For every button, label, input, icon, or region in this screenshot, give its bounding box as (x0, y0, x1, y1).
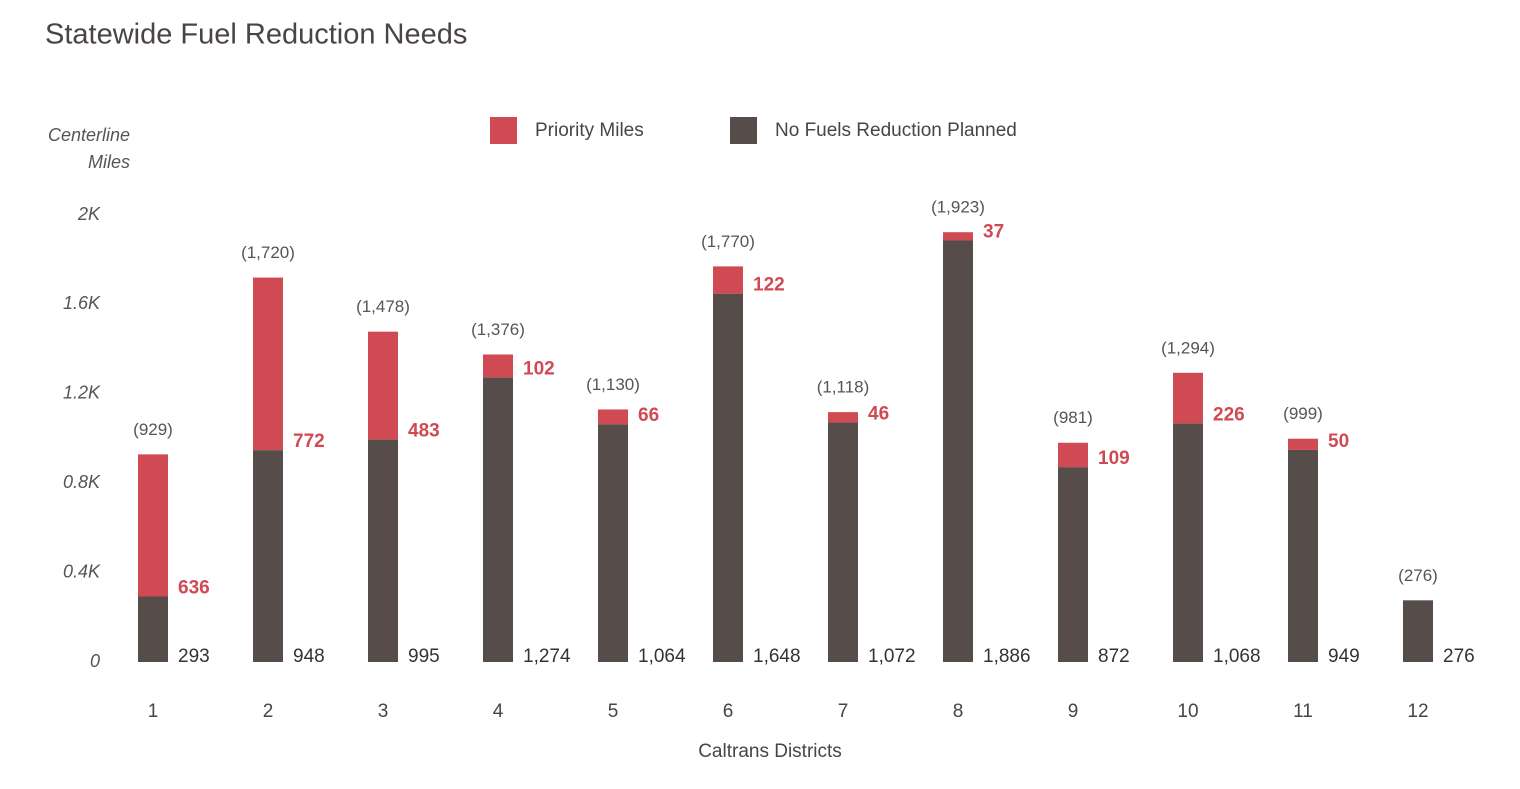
total-label: (1,130) (586, 375, 640, 394)
total-label: (1,770) (701, 232, 755, 251)
value-label: 872 (1098, 646, 1130, 667)
y-tick-label: 0.8K (63, 472, 101, 492)
bar-segment (138, 596, 168, 662)
value-label: 276 (1443, 646, 1475, 667)
bar-segment (138, 454, 168, 597)
bar-segment (713, 293, 743, 662)
chart-title: Statewide Fuel Reduction Needs (45, 19, 467, 51)
total-label: (1,376) (471, 320, 525, 339)
x-tick-label: 1 (148, 701, 159, 722)
bar-segment (1288, 438, 1318, 450)
value-label: 995 (408, 646, 440, 667)
value-label: 1,068 (1213, 646, 1261, 667)
x-tick-label: 9 (1068, 701, 1079, 722)
total-label: (1,923) (931, 198, 985, 217)
value-label: 66 (638, 405, 659, 426)
value-label: 37 (983, 221, 1004, 242)
total-label: (276) (1398, 566, 1438, 585)
x-tick-label: 10 (1177, 701, 1198, 722)
x-tick-label: 11 (1293, 701, 1313, 722)
value-label: 636 (178, 578, 210, 599)
total-label: (1,720) (241, 243, 295, 262)
legend-label: No Fuels Reduction Planned (775, 120, 1017, 141)
x-tick-label: 12 (1407, 701, 1428, 722)
value-label: 293 (178, 646, 210, 667)
bar-segment (943, 240, 973, 662)
total-label: (1,118) (817, 378, 870, 397)
x-tick-label: 4 (493, 701, 504, 722)
x-tick-label: 7 (838, 701, 849, 722)
value-label: 1,064 (638, 646, 686, 667)
bar-segment (1058, 442, 1088, 468)
legend-swatch (730, 117, 757, 144)
y-tick-label: 2K (77, 204, 101, 224)
bar-segment (1403, 600, 1433, 662)
bar-segment (1288, 449, 1318, 662)
bar-segment (828, 412, 858, 423)
value-label: 949 (1328, 646, 1360, 667)
bar-segment (483, 354, 513, 378)
value-label: 109 (1098, 448, 1130, 469)
x-tick-label: 2 (263, 701, 274, 722)
value-label: 1,072 (868, 646, 916, 667)
bar-segment (713, 266, 743, 294)
y-tick-label: 1.6K (63, 293, 101, 313)
x-axis-label: Caltrans Districts (698, 741, 842, 762)
total-label: (981) (1053, 408, 1093, 427)
y-tick-label: 1.2K (63, 383, 101, 403)
bar-segment (483, 377, 513, 662)
value-label: 1,648 (753, 646, 801, 667)
y-tick-label: 0.4K (63, 561, 101, 581)
value-label: 1,886 (983, 646, 1031, 667)
value-label: 483 (408, 421, 440, 442)
total-label: (1,294) (1161, 338, 1215, 357)
y-tick-label: 0 (90, 651, 100, 671)
value-label: 948 (293, 646, 325, 667)
bar-segment (253, 450, 283, 662)
value-label: 46 (868, 403, 889, 424)
value-label: 102 (523, 358, 555, 379)
x-tick-label: 3 (378, 701, 389, 722)
x-tick-label: 5 (608, 701, 619, 722)
value-label: 50 (1328, 431, 1349, 452)
bar-segment (368, 331, 398, 440)
bar-segment (1173, 372, 1203, 424)
x-tick-label: 6 (723, 701, 734, 722)
y-axis-label: Centerline Miles (47, 125, 130, 172)
bar-segment (828, 422, 858, 662)
value-label: 122 (753, 275, 785, 296)
legend-swatch (490, 117, 517, 144)
bar-segment (253, 277, 283, 451)
x-tick-label: 8 (953, 701, 964, 722)
legend-label: Priority Miles (535, 120, 644, 141)
bar-segment (368, 439, 398, 662)
value-label: 1,274 (523, 646, 571, 667)
bar-segment (598, 409, 628, 425)
value-label: 226 (1213, 404, 1245, 425)
total-label: (1,478) (356, 297, 410, 316)
bar-segment (1058, 467, 1088, 662)
bar-segment (1173, 423, 1203, 662)
bar-segment (598, 424, 628, 662)
bar-segment (943, 232, 973, 241)
total-label: (999) (1283, 404, 1323, 423)
total-label: (929) (133, 420, 173, 439)
value-label: 772 (293, 431, 325, 452)
